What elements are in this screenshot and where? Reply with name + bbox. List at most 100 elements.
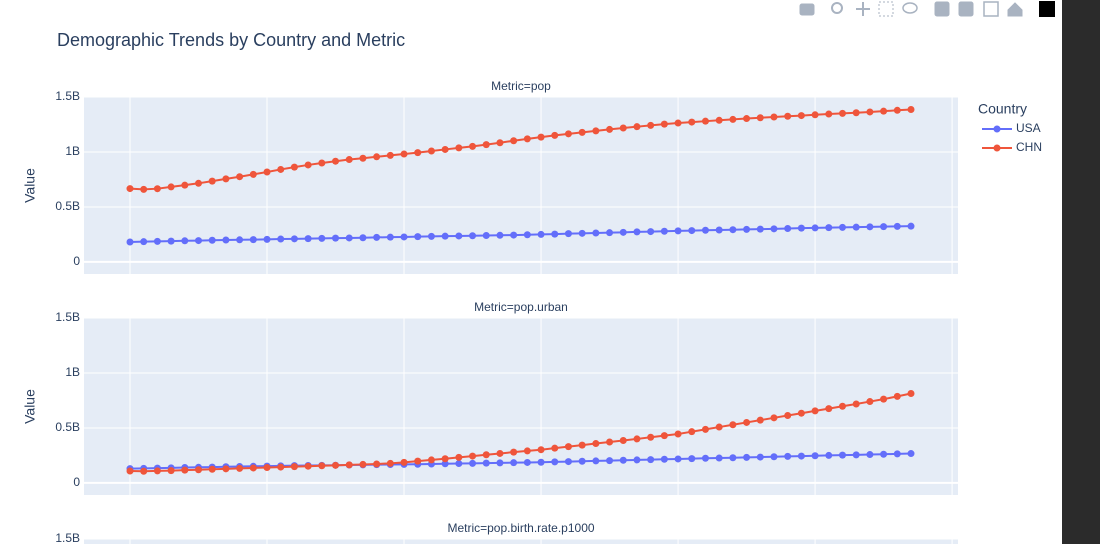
data-point <box>743 453 751 461</box>
zoom-out-icon[interactable] <box>958 1 974 17</box>
plotly-logo[interactable] <box>1039 1 1055 17</box>
data-point <box>701 425 709 433</box>
zoom-in-icon[interactable] <box>934 1 950 17</box>
legend-marker <box>993 144 1001 152</box>
data-point <box>167 467 175 475</box>
data-point <box>825 405 833 413</box>
data-point <box>537 446 545 454</box>
data-point <box>633 123 641 131</box>
data-point <box>619 228 627 236</box>
data-point <box>208 177 216 185</box>
data-point <box>386 233 394 241</box>
lasso-icon[interactable] <box>902 2 918 14</box>
data-point <box>811 111 819 119</box>
data-point <box>811 452 819 460</box>
reset-icon[interactable] <box>1007 2 1023 17</box>
data-point <box>606 125 614 133</box>
data-point <box>181 466 189 474</box>
modebar <box>799 1 1055 17</box>
plot-area <box>84 539 958 544</box>
data-point <box>784 412 792 420</box>
data-point <box>647 456 655 464</box>
data-point <box>318 234 326 242</box>
data-point <box>236 173 244 181</box>
data-point <box>715 116 723 124</box>
data-point <box>345 234 353 242</box>
data-point <box>784 452 792 460</box>
data-point <box>797 452 805 460</box>
y-tick-label: 0.5B <box>55 420 80 434</box>
data-point <box>564 458 572 466</box>
y-axis-label: Value <box>22 389 38 424</box>
legend-title: Country <box>978 101 1027 117</box>
subplot-title: Metric=pop.birth.rate.p1000 <box>447 521 594 535</box>
data-point <box>469 232 477 240</box>
data-point <box>619 456 627 464</box>
data-point <box>743 418 751 426</box>
data-point <box>441 232 449 240</box>
data-point <box>414 149 422 157</box>
camera-icon[interactable] <box>799 3 815 16</box>
data-point <box>866 398 874 406</box>
data-point <box>181 237 189 245</box>
data-point <box>359 234 367 242</box>
data-point <box>373 153 381 161</box>
data-point <box>277 165 285 173</box>
y-tick-label: 0.5B <box>55 199 80 213</box>
data-point <box>277 463 285 471</box>
data-point <box>907 450 915 458</box>
data-point <box>249 464 257 472</box>
data-point <box>153 237 161 245</box>
data-point <box>537 458 545 466</box>
chart-title: Demographic Trends by Country and Metric <box>57 30 405 50</box>
data-point <box>729 454 737 462</box>
data-point <box>414 457 422 465</box>
data-point <box>414 233 422 241</box>
data-point <box>592 457 600 465</box>
data-point <box>715 226 723 234</box>
series-line <box>129 108 912 191</box>
data-point <box>523 458 531 466</box>
autoscale-icon[interactable] <box>983 1 999 17</box>
data-point <box>126 467 134 475</box>
data-point <box>523 447 531 455</box>
data-point <box>455 232 463 240</box>
plot-area <box>84 318 958 495</box>
data-point <box>551 458 559 466</box>
data-point <box>578 457 586 465</box>
data-point <box>153 185 161 193</box>
data-point <box>441 460 449 468</box>
data-point <box>701 117 709 125</box>
data-point <box>838 402 846 410</box>
data-point <box>715 454 723 462</box>
data-point <box>701 226 709 234</box>
y-tick-label: 1.5B <box>55 310 80 324</box>
data-point <box>455 144 463 152</box>
data-point <box>345 461 353 469</box>
data-point <box>523 231 531 239</box>
data-point <box>222 465 230 473</box>
data-point <box>551 230 559 238</box>
data-point <box>249 170 257 178</box>
data-point <box>647 228 655 236</box>
zoom-icon[interactable] <box>831 2 843 14</box>
data-point <box>880 223 888 231</box>
data-point <box>756 416 764 424</box>
data-point <box>386 459 394 467</box>
data-point <box>893 106 901 114</box>
y-tick-label: 1B <box>65 365 80 379</box>
data-point <box>208 465 216 473</box>
data-point <box>551 131 559 139</box>
data-point <box>290 463 298 471</box>
data-point <box>578 128 586 136</box>
data-point <box>482 459 490 467</box>
data-point <box>153 467 161 475</box>
data-point <box>852 223 860 231</box>
data-point <box>469 452 477 460</box>
legend-marker <box>993 125 1001 133</box>
data-point <box>290 235 298 243</box>
data-point <box>756 114 764 122</box>
pan-icon[interactable] <box>856 2 870 16</box>
box-select-icon[interactable] <box>878 1 894 17</box>
data-point <box>263 464 271 472</box>
